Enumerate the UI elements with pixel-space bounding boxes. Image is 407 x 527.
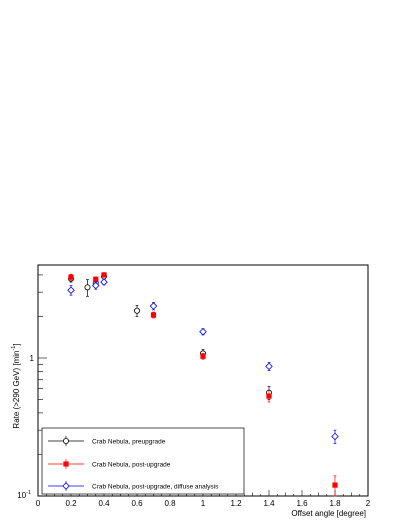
data-point-marker	[101, 272, 107, 278]
x-tick-label: 2	[366, 499, 371, 508]
data-point-marker	[67, 286, 75, 294]
series-3	[67, 278, 339, 444]
y-tick-label-1: 1	[30, 354, 35, 363]
data-point-marker	[63, 461, 69, 467]
y-tick-label-0.1-base: 10	[17, 491, 26, 500]
data-point	[133, 305, 140, 317]
x-tick-label: 0.2	[65, 499, 77, 508]
x-axis-tick-labels: 0 0.2 0.4 0.6 0.8 1 1.2 1.4 1.6 1.8 2	[36, 499, 371, 508]
x-tick-label: 0.4	[98, 499, 110, 508]
data-point	[199, 327, 207, 336]
data-point	[150, 311, 157, 319]
legend-label: Crab Nebula, post-upgrade	[92, 461, 171, 468]
x-tick-label: 1.8	[329, 499, 341, 508]
legend-label: Crab Nebula, post-upgrade, diffuse analy…	[92, 483, 219, 490]
y-tick-label-0.1-exponent: -1	[26, 490, 31, 496]
data-point-marker	[331, 432, 339, 441]
data-point	[67, 285, 75, 296]
data-point	[91, 281, 100, 290]
data-point	[100, 278, 108, 286]
data-point	[84, 279, 91, 297]
x-axis-label: Offset angle [degree]	[291, 509, 366, 518]
y-axis-label-tail: ]	[12, 343, 21, 345]
data-point	[265, 361, 273, 371]
x-tick-label: 0.8	[164, 499, 176, 508]
data-points	[67, 272, 339, 497]
data-point-marker	[266, 393, 272, 399]
legend: Crab Nebula, preupgrade Crab Nebula, post…	[41, 427, 245, 495]
data-point-marker	[62, 482, 70, 490]
x-tick-label: 1	[201, 499, 206, 508]
data-point-marker	[199, 327, 207, 336]
data-point	[101, 272, 107, 278]
y-axis-label: Rate (>290 GeV) [min-1]	[11, 343, 21, 428]
y-axis-label-superscript: -1	[11, 346, 17, 351]
data-point-marker	[63, 437, 70, 444]
legend-box	[41, 427, 245, 495]
data-point-marker	[91, 281, 100, 290]
data-point	[200, 353, 206, 360]
data-point	[149, 302, 158, 311]
series-2	[68, 272, 338, 497]
data-point	[332, 475, 338, 497]
data-point-marker	[149, 302, 158, 310]
data-point-marker	[100, 278, 108, 286]
data-point-marker	[150, 312, 157, 318]
x-tick-label: 0.6	[131, 499, 143, 508]
data-point-marker	[332, 482, 338, 488]
legend-label: Crab Nebula, preupgrade	[92, 438, 166, 445]
x-tick-label: 1.6	[296, 499, 308, 508]
legend-entry-1: Crab Nebula, preupgrade	[48, 436, 166, 446]
y-tick-label-0.1: 10-1	[17, 490, 31, 500]
data-point-marker	[133, 307, 140, 314]
data-point	[331, 429, 339, 444]
data-point-marker	[84, 284, 91, 291]
legend-entries: Crab Nebula, preupgrade Crab Nebula, post…	[48, 436, 219, 491]
data-point	[93, 276, 99, 283]
data-point	[68, 273, 74, 281]
legend-entry-2: Crab Nebula, post-upgrade	[48, 459, 171, 469]
x-tick-label: 1.2	[230, 499, 242, 508]
data-point-marker	[265, 362, 273, 371]
legend-entry-3: Crab Nebula, post-upgrade, diffuse analy…	[48, 481, 219, 491]
x-tick-label: 1.4	[263, 499, 275, 508]
data-point-marker	[200, 353, 206, 359]
data-point-marker	[93, 276, 99, 282]
data-point-marker	[68, 274, 74, 280]
x-tick-label: 0	[36, 499, 41, 508]
y-axis-ticks	[38, 274, 47, 497]
data-point	[266, 390, 272, 403]
y-axis-label-main: Rate (>290 GeV) [min	[12, 351, 21, 429]
